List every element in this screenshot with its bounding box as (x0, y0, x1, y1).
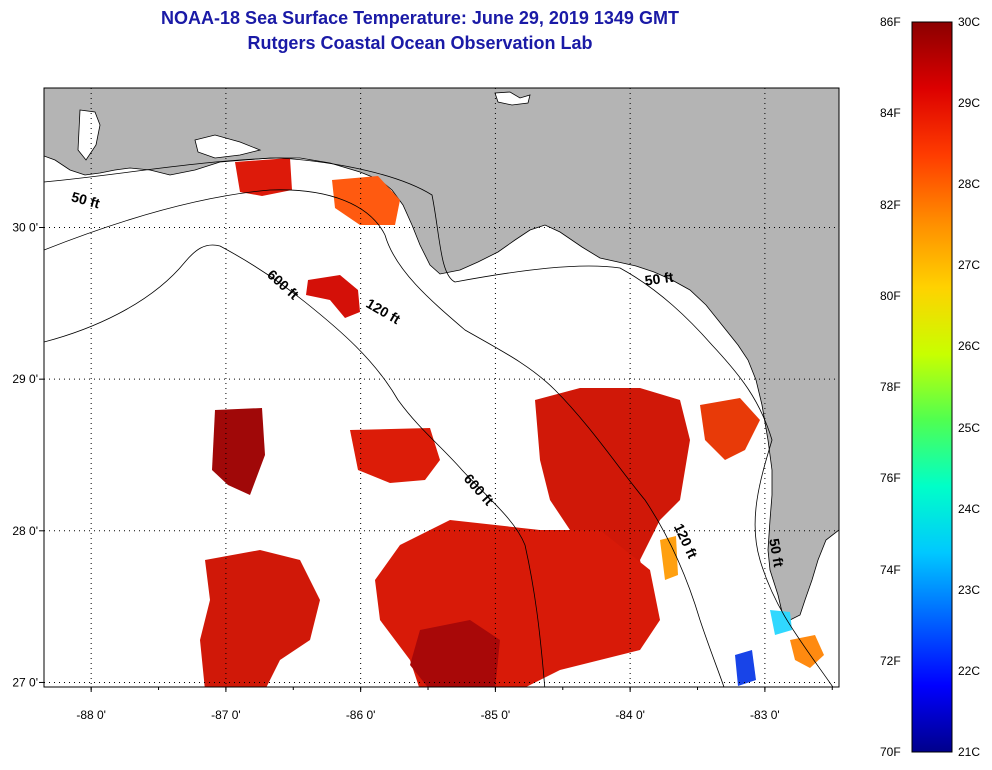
sst-patch (410, 620, 500, 687)
colorbar-celsius-label: 30C (958, 15, 981, 29)
colorbar-fahrenheit-label: 72F (880, 653, 901, 668)
colorbar-celsius-label: 26C (958, 339, 981, 354)
sst-patch (535, 388, 690, 620)
temperature-colorbar (911, 21, 953, 753)
isobath-600ft (44, 244, 546, 687)
depth-contour-label: 50 ft (70, 188, 102, 211)
axis-ticks: -88 0' -87 0' -86 0' -85 0' -84 0' -83 0' 30 0… (12, 221, 833, 722)
colorbar-fahrenheit-label: 74F (880, 562, 901, 577)
sst-patch (350, 428, 440, 483)
sst-patch (700, 398, 760, 460)
colorbar-fahrenheit-label: 86F (880, 15, 901, 29)
colorbar-celsius-label: 29C (958, 96, 981, 111)
land-mass (44, 88, 839, 621)
x-tick-label: -86 0' (346, 708, 376, 722)
y-tick-label: 30 0' (12, 221, 38, 235)
colorbar-fahrenheit-label: 80F (880, 288, 901, 303)
colorbar-fahrenheit-label: 78F (880, 380, 901, 394)
colorbar-celsius-label: 22C (958, 663, 981, 678)
sst-patch (332, 176, 400, 225)
colorbar-fahrenheit-label: 82F (880, 197, 901, 212)
isobath-50ft (44, 157, 834, 687)
colorbar-bar (911, 21, 953, 753)
sst-patch (735, 650, 756, 686)
x-tick-label: -85 0' (481, 708, 511, 722)
depth-contour-label: 50 ft (644, 269, 675, 289)
x-tick-label: -87 0' (211, 708, 241, 722)
colorbar-celsius-label: 25C (958, 420, 981, 435)
depth-contour-label: 50 ft (766, 537, 787, 568)
colorbar-celsius-label: 21C (958, 745, 981, 759)
colorbar-fahrenheit-label: 84F (880, 106, 901, 121)
sst-patch (660, 536, 678, 580)
colorbar-fahrenheit-label: 70F (880, 745, 901, 759)
colorbar-celsius-label: 27C (958, 258, 981, 273)
map-title: NOAA-18 Sea Surface Temperature: June 29… (161, 8, 679, 28)
sst-patch (770, 610, 792, 635)
colorbar-fahrenheit-label: 76F (880, 471, 901, 486)
x-tick-label: -84 0' (615, 708, 645, 722)
sst-patch (235, 158, 292, 196)
map-subtitle: Rutgers Coastal Ocean Observation Lab (247, 33, 593, 53)
coast-bay (77, 109, 101, 161)
sst-patch (212, 408, 265, 495)
sst-patch (200, 550, 320, 687)
coast-bay (194, 134, 262, 159)
map-border (43, 87, 840, 688)
sst-data-layer (200, 158, 824, 687)
colorbar-celsius-label: 28C (958, 177, 981, 192)
sst-patch (306, 275, 360, 318)
y-tick-label: 28 0' (12, 524, 38, 538)
sst-patch (790, 635, 824, 668)
isobath-120ft (44, 189, 725, 687)
x-tick-label: -83 0' (750, 708, 780, 722)
y-tick-label: 29 0' (12, 372, 38, 386)
coast-bay (494, 91, 531, 106)
colorbar-celsius-label: 23C (958, 582, 981, 597)
colorbar-celsius-label: 24C (958, 501, 981, 516)
x-tick-label: -88 0' (76, 708, 106, 722)
y-tick-label: 27 0' (12, 675, 38, 689)
